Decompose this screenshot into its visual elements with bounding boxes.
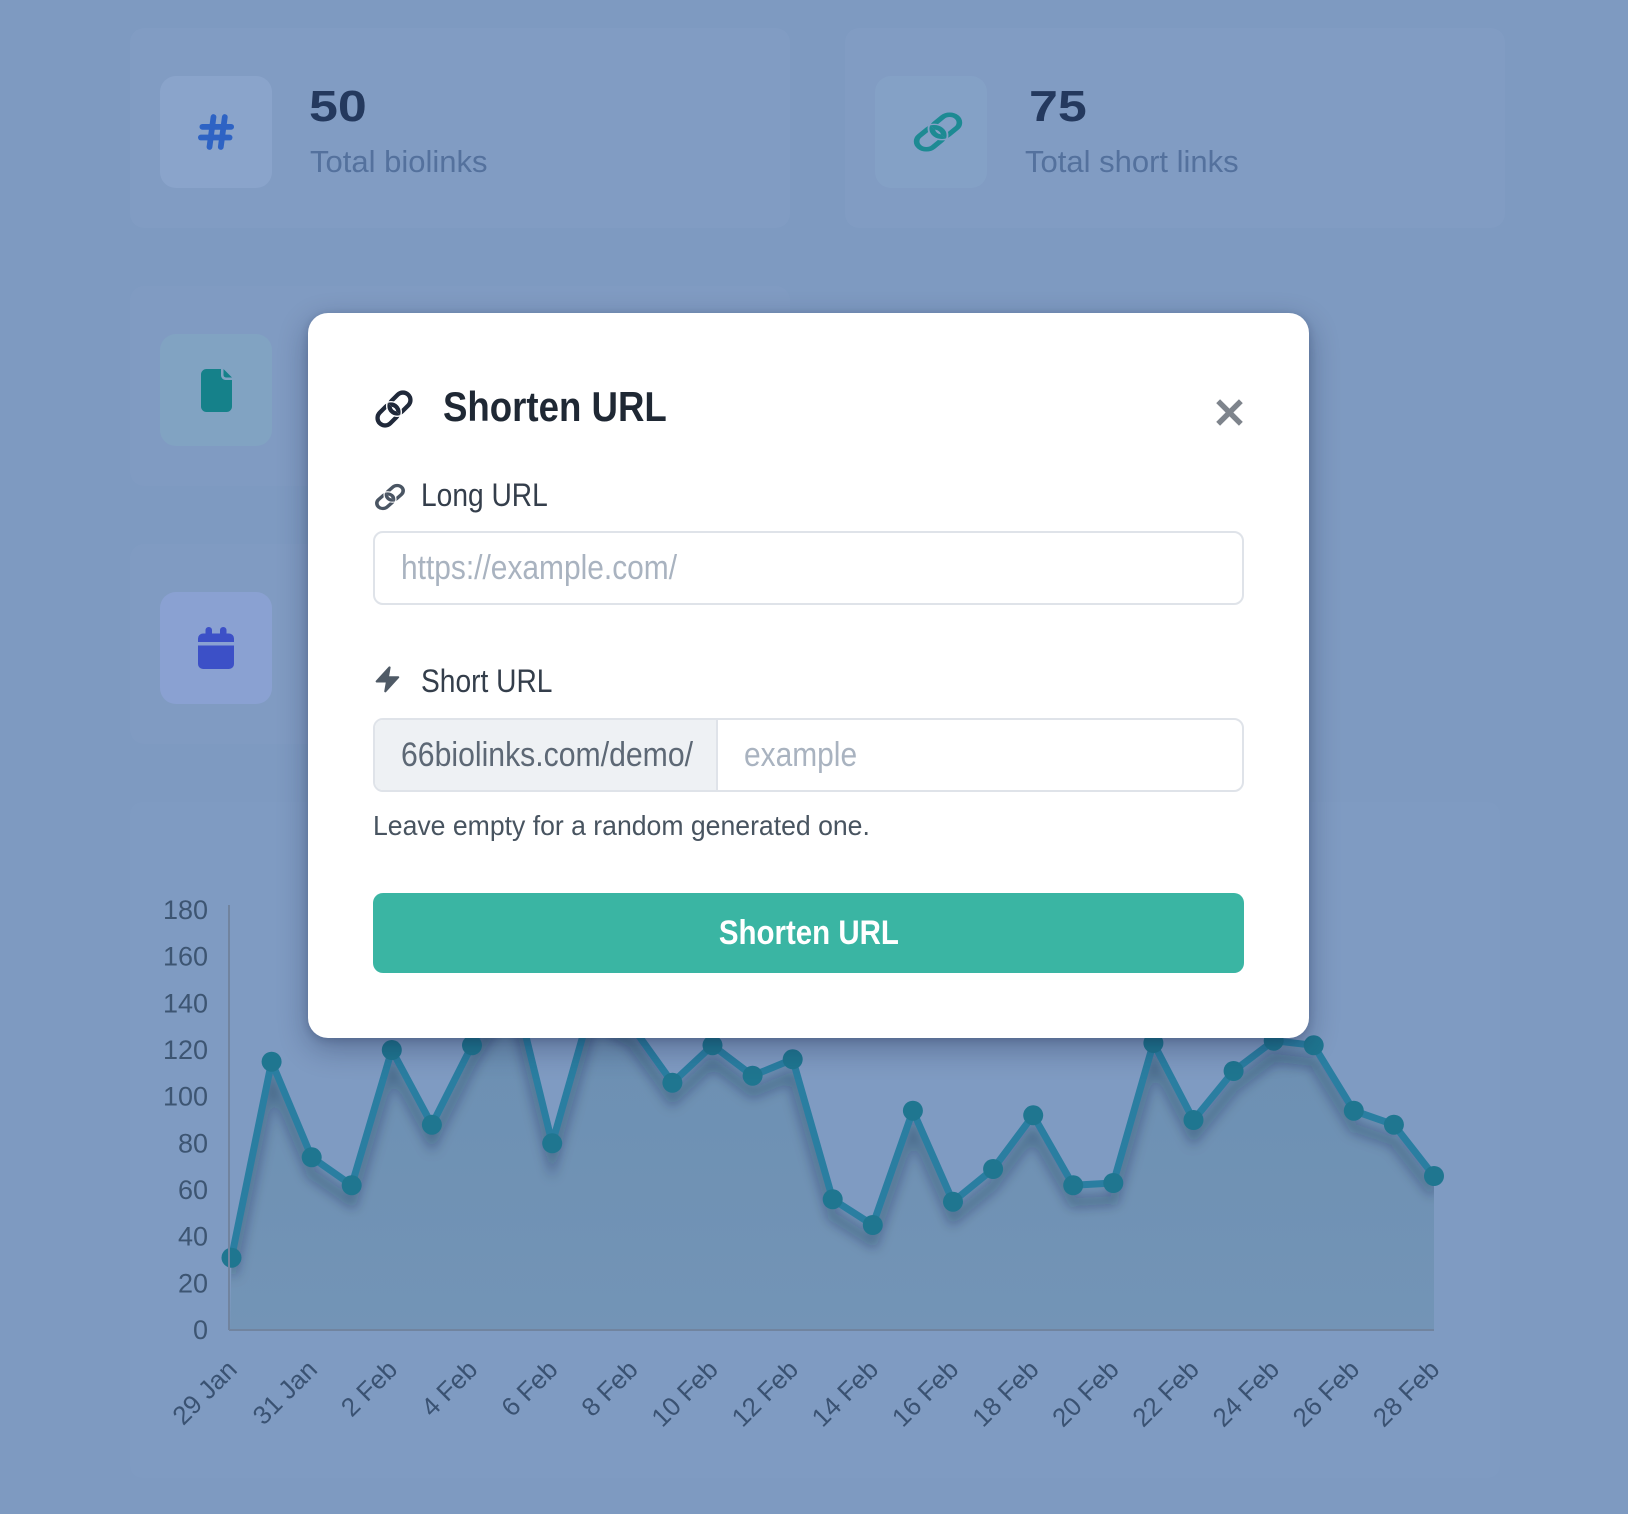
svg-text:8 Feb: 8 Feb	[575, 1354, 643, 1422]
svg-text:18 Feb: 18 Feb	[966, 1354, 1044, 1432]
svg-text:140: 140	[163, 988, 208, 1018]
svg-text:22 Feb: 22 Feb	[1126, 1354, 1204, 1432]
svg-text:14 Feb: 14 Feb	[806, 1354, 884, 1432]
svg-text:60: 60	[178, 1175, 208, 1205]
svg-text:20 Feb: 20 Feb	[1046, 1354, 1124, 1432]
svg-text:28 Feb: 28 Feb	[1367, 1354, 1445, 1432]
svg-text:0: 0	[193, 1315, 208, 1345]
svg-text:10 Feb: 10 Feb	[645, 1354, 723, 1432]
svg-text:26 Feb: 26 Feb	[1287, 1354, 1365, 1432]
svg-text:160: 160	[163, 942, 208, 972]
svg-text:12 Feb: 12 Feb	[725, 1354, 803, 1432]
svg-text:40: 40	[178, 1222, 208, 1252]
svg-text:24 Feb: 24 Feb	[1206, 1354, 1284, 1432]
svg-text:80: 80	[178, 1128, 208, 1158]
svg-text:4 Feb: 4 Feb	[415, 1354, 483, 1422]
svg-text:180: 180	[163, 895, 208, 925]
svg-text:16 Feb: 16 Feb	[886, 1354, 964, 1432]
svg-text:31 Jan: 31 Jan	[247, 1354, 323, 1430]
svg-text:2 Feb: 2 Feb	[335, 1354, 403, 1422]
svg-text:100: 100	[163, 1082, 208, 1112]
svg-text:29 Jan: 29 Jan	[166, 1354, 242, 1430]
svg-text:120: 120	[163, 1035, 208, 1065]
svg-text:20: 20	[178, 1268, 208, 1298]
svg-text:6 Feb: 6 Feb	[495, 1354, 563, 1422]
